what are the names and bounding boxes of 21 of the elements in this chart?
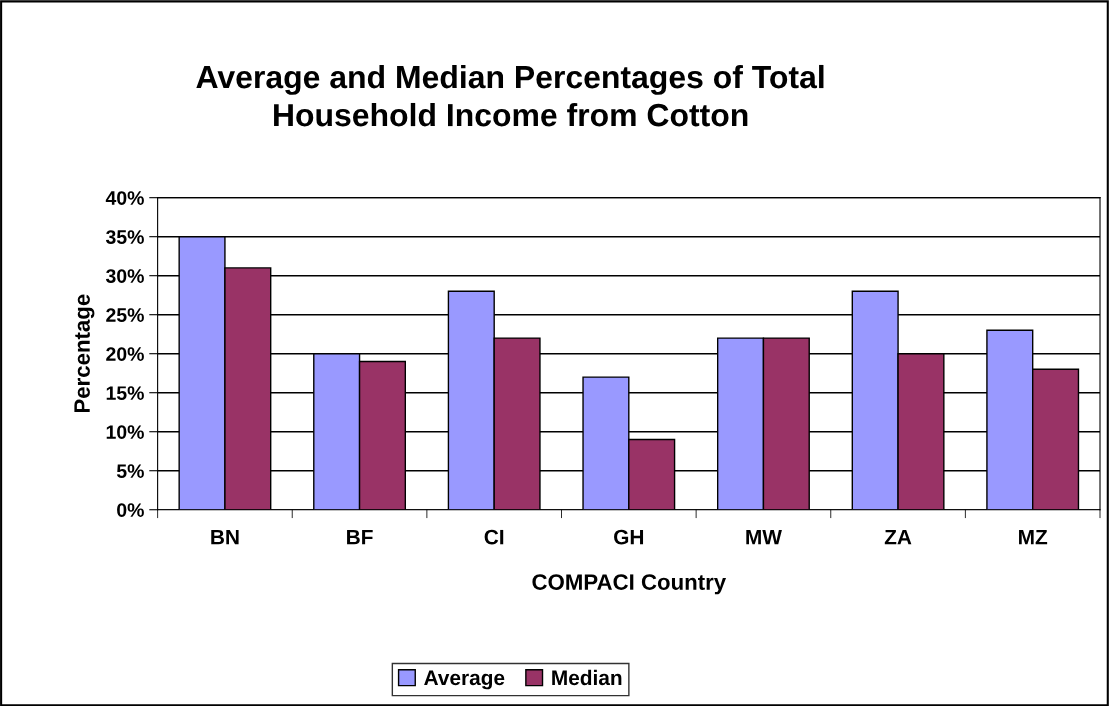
x-axis-title: COMPACI Country xyxy=(532,574,727,595)
x-tick-label: CI xyxy=(484,529,504,545)
x-tick-label: ZA xyxy=(884,529,912,545)
y-tick-label: 30% xyxy=(105,269,144,283)
x-tick-label: MZ xyxy=(1019,529,1048,545)
chart-title: Average and Median Percentages of Total Household Income from Cotton xyxy=(196,64,824,127)
y-tick-label: 0% xyxy=(117,503,144,517)
legend-label: Median xyxy=(552,669,622,686)
x-tick-label: GH xyxy=(614,529,644,545)
x-tick-label: BN xyxy=(211,529,239,545)
y-tick-label: 25% xyxy=(106,308,144,322)
x-tick-label: BF xyxy=(347,529,373,545)
y-tick-label: 35% xyxy=(105,230,144,244)
y-axis-title: Percentage xyxy=(74,294,95,413)
legend-label: Average xyxy=(424,670,505,690)
y-tick-label: 10% xyxy=(106,425,144,439)
x-tick-label: MW xyxy=(746,529,782,545)
y-tick-label: 20% xyxy=(106,347,144,361)
y-tick-label: 5% xyxy=(116,464,144,478)
y-tick-label: 40% xyxy=(105,191,144,205)
y-tick-label: 15% xyxy=(106,386,144,400)
